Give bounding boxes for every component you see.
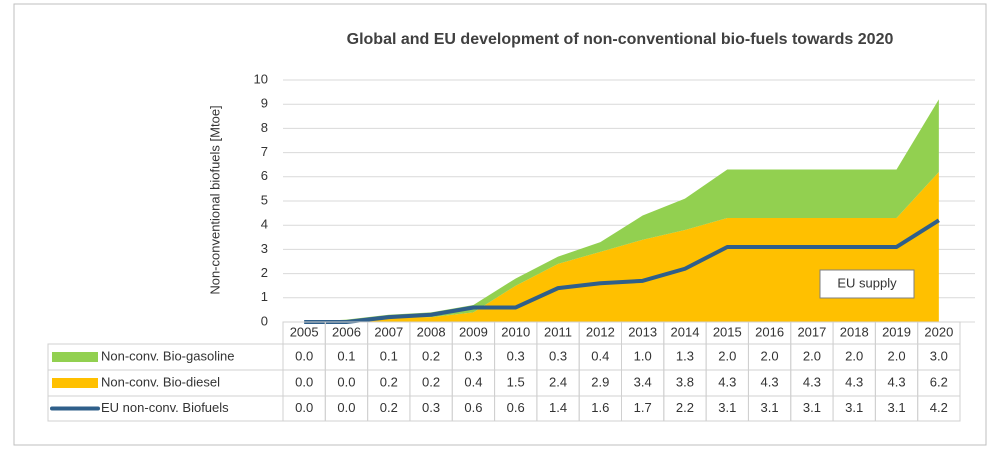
data-label: 0.1 bbox=[337, 348, 355, 363]
x-tick-label: 2017 bbox=[797, 324, 826, 339]
data-label: 4.3 bbox=[845, 374, 863, 389]
data-label: 2.0 bbox=[887, 348, 905, 363]
legend-swatch bbox=[52, 352, 98, 362]
data-label: 0.0 bbox=[337, 400, 355, 415]
y-tick-label: 3 bbox=[261, 241, 268, 256]
data-label: 3.1 bbox=[887, 400, 905, 415]
data-label: 2.0 bbox=[803, 348, 821, 363]
legend-swatch bbox=[52, 378, 98, 388]
legend-label: Non-conv. Bio-diesel bbox=[101, 374, 220, 389]
data-label: 2.2 bbox=[676, 400, 694, 415]
area bbox=[304, 99, 939, 322]
y-tick-label: 8 bbox=[261, 120, 268, 135]
data-label: 2.0 bbox=[761, 348, 779, 363]
data-label: 0.3 bbox=[549, 348, 567, 363]
x-tick-label: 2010 bbox=[501, 324, 530, 339]
y-tick-label: 7 bbox=[261, 144, 268, 159]
data-label: 1.5 bbox=[507, 374, 525, 389]
data-label: 4.3 bbox=[803, 374, 821, 389]
data-label: 0.1 bbox=[380, 348, 398, 363]
y-axis-label: Non-conventional biofuels [Mtoe] bbox=[207, 105, 222, 294]
y-tick-label: 9 bbox=[261, 96, 268, 111]
data-label: 0.2 bbox=[422, 348, 440, 363]
data-label: 3.4 bbox=[634, 374, 652, 389]
data-label: 1.6 bbox=[591, 400, 609, 415]
data-label: 3.1 bbox=[718, 400, 736, 415]
x-tick-label: 2006 bbox=[332, 324, 361, 339]
data-label: 0.0 bbox=[337, 374, 355, 389]
table-cell bbox=[917, 395, 961, 422]
data-label: 3.0 bbox=[930, 348, 948, 363]
data-label: 0.0 bbox=[295, 374, 313, 389]
data-label: 1.3 bbox=[676, 348, 694, 363]
data-label: 0.3 bbox=[422, 400, 440, 415]
legend-label: Non-conv. Bio-gasoline bbox=[101, 348, 234, 363]
x-tick-label: 2011 bbox=[544, 324, 572, 339]
data-label: 0.0 bbox=[295, 400, 313, 415]
data-label: 1.7 bbox=[634, 400, 652, 415]
annotation-box bbox=[819, 269, 915, 299]
line bbox=[304, 218, 940, 324]
data-label: 2.4 bbox=[549, 374, 567, 389]
data-label: 6.2 bbox=[930, 374, 948, 389]
y-tick-label: 10 bbox=[254, 71, 268, 86]
data-label: 0.6 bbox=[464, 400, 482, 415]
x-tick-label: 2014 bbox=[671, 324, 700, 339]
data-label: 4.3 bbox=[887, 374, 905, 389]
x-tick-label: 2015 bbox=[713, 324, 742, 339]
data-label: 0.2 bbox=[380, 374, 398, 389]
legend-label: EU non-conv. Biofuels bbox=[101, 400, 229, 415]
y-tick-label: 1 bbox=[261, 289, 268, 304]
data-label: 0.4 bbox=[464, 374, 482, 389]
data-label: 1.4 bbox=[549, 400, 567, 415]
x-tick-label: 2008 bbox=[417, 324, 446, 339]
data-label: 2.9 bbox=[591, 374, 609, 389]
y-tick-label: 5 bbox=[261, 192, 268, 207]
plot: 0 1 2 3 4 5 6 7 8 9 10 EU supply 2005 2006 2007 2008 200… bbox=[47, 71, 975, 422]
y-tick-label: 4 bbox=[261, 217, 268, 232]
data-label: 0.2 bbox=[380, 400, 398, 415]
annotation: EU supply bbox=[837, 275, 897, 290]
data-label: 0.6 bbox=[507, 400, 525, 415]
data-label: 4.3 bbox=[718, 374, 736, 389]
x-tick-label: 2005 bbox=[290, 324, 319, 339]
x-tick-label: 2009 bbox=[459, 324, 488, 339]
x-tick-label: 2012 bbox=[586, 324, 615, 339]
data-label: 0.2 bbox=[422, 374, 440, 389]
x-tick-label: 2016 bbox=[755, 324, 784, 339]
x-tick-label: 2019 bbox=[882, 324, 911, 339]
area bbox=[304, 171, 939, 322]
data-label: 3.1 bbox=[845, 400, 863, 415]
data-label: 2.0 bbox=[718, 348, 736, 363]
data-label: 3.1 bbox=[803, 400, 821, 415]
data-label: 3.1 bbox=[761, 400, 779, 415]
data-label: 0.0 bbox=[295, 348, 313, 363]
data-label: 3.8 bbox=[676, 374, 694, 389]
x-tick-label: 2007 bbox=[374, 324, 403, 339]
x-tick-label: 2020 bbox=[924, 324, 953, 339]
data-label: 0.4 bbox=[591, 348, 609, 363]
data-label: 4.3 bbox=[761, 374, 779, 389]
data-label: 0.3 bbox=[507, 348, 525, 363]
data-label: 0.3 bbox=[464, 348, 482, 363]
x-tick-label: 2013 bbox=[628, 324, 657, 339]
y-tick-label: 0 bbox=[261, 313, 268, 328]
y-tick-label: 2 bbox=[261, 265, 268, 280]
x-tick-label: 2018 bbox=[840, 324, 869, 339]
y-tick-label: 6 bbox=[261, 168, 268, 183]
chart-title: Global and EU development of non-convent… bbox=[347, 31, 894, 48]
data-label: 2.0 bbox=[845, 348, 863, 363]
data-label: 4.2 bbox=[930, 400, 948, 415]
data-label: 1.0 bbox=[634, 348, 652, 363]
